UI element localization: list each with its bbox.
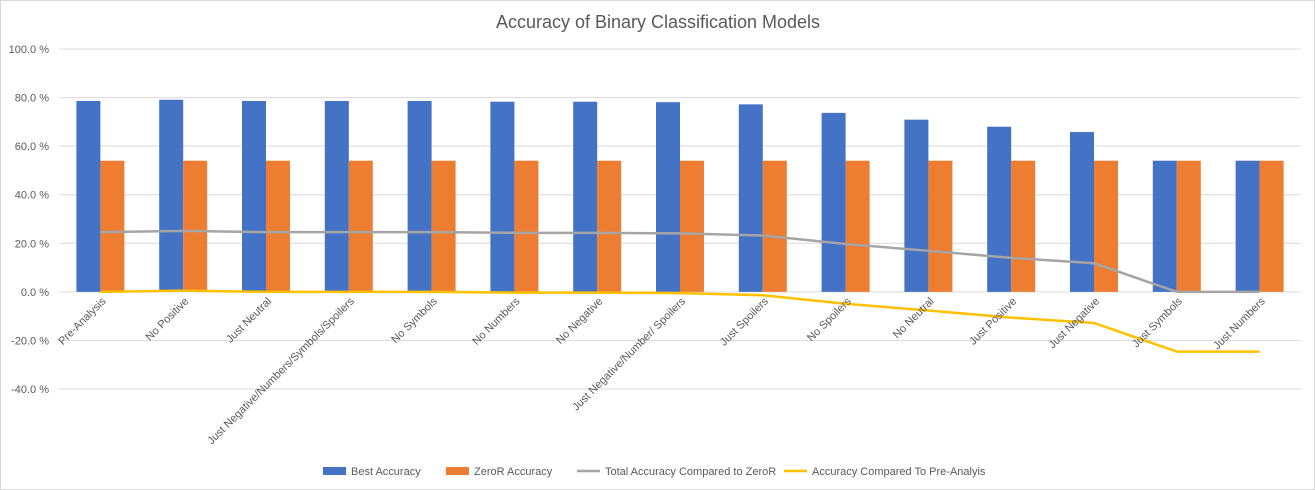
bar	[183, 160, 208, 292]
y-tick-label: 20.0 %	[15, 238, 49, 250]
bar	[1235, 160, 1260, 292]
bar	[821, 112, 846, 292]
bar	[407, 100, 432, 292]
bar	[738, 104, 763, 292]
bar	[159, 99, 184, 292]
bar	[490, 101, 515, 292]
category-label: Just Positive	[967, 295, 1019, 347]
category-label: No Neutral	[891, 295, 937, 341]
bar	[324, 100, 349, 292]
bar	[76, 100, 101, 292]
series-line	[100, 289, 1260, 353]
category-label: Just Neutral	[224, 295, 274, 345]
category-label: No Symbols	[389, 295, 440, 346]
chart-title: Accuracy of Binary Classification Models	[496, 12, 820, 32]
y-tick-label: 40.0 %	[15, 190, 49, 202]
bar	[987, 126, 1012, 292]
bar	[348, 160, 373, 292]
bar	[656, 102, 680, 292]
category-label: Just Negative/Numbers/Symbols/Spoilers	[205, 295, 357, 447]
category-label: No Negative	[554, 295, 605, 346]
series-line	[100, 229, 1260, 294]
category-label: No Positive	[143, 295, 191, 343]
y-tick-label: -20.0 %	[11, 335, 49, 347]
bar	[1011, 160, 1036, 292]
bar	[431, 160, 456, 292]
bar-layer	[76, 99, 1284, 292]
legend-label: ZeroR Accuracy	[474, 466, 553, 478]
bar	[100, 160, 125, 292]
category-label: Just Symbols	[1130, 295, 1185, 350]
bar	[762, 160, 787, 292]
bar	[928, 160, 953, 292]
bar	[1152, 160, 1177, 292]
legend-swatch	[323, 467, 346, 475]
bar	[1070, 132, 1094, 292]
bar	[266, 160, 290, 292]
y-tick-label: 0.0 %	[21, 287, 49, 299]
bar	[573, 101, 598, 292]
bar	[1259, 160, 1284, 292]
y-tick-labels: -40.0 % -20.0 % 0.0 % 20.0 % 40.0 % 60.0 % 80.…	[9, 44, 50, 396]
y-tick-label: 80.0 %	[15, 93, 49, 105]
legend-label: Total Accuracy Compared to ZeroR	[605, 466, 776, 478]
y-tick-label: 60.0 %	[15, 141, 49, 153]
bar	[680, 160, 704, 292]
bar	[1094, 160, 1118, 292]
bar	[904, 119, 929, 292]
bar	[845, 160, 870, 292]
legend: Best Accuracy ZeroR Accuracy Total Accurac…	[323, 466, 986, 478]
legend-label: Accuracy Compared To Pre-Analyis	[812, 466, 986, 478]
category-labels: Pre-Analysis No Positive Just NeutralJust …	[56, 295, 1268, 447]
bar	[242, 100, 266, 292]
bar	[1176, 160, 1201, 292]
bar	[514, 160, 539, 292]
bar	[597, 160, 622, 292]
y-tick-label: 100.0 %	[9, 44, 50, 56]
category-label: No Numbers	[470, 295, 522, 347]
line-layer	[100, 229, 1260, 353]
legend-swatch	[446, 467, 469, 475]
category-label: Just Numbers	[1211, 295, 1268, 352]
category-label: Pre-Analysis	[56, 295, 108, 347]
legend-label: Best Accuracy	[351, 466, 421, 478]
y-tick-label: -40.0 %	[11, 384, 49, 396]
